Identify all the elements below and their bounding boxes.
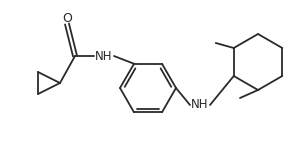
Text: NH: NH — [191, 99, 209, 111]
Text: NH: NH — [95, 50, 113, 63]
Text: O: O — [62, 12, 72, 26]
